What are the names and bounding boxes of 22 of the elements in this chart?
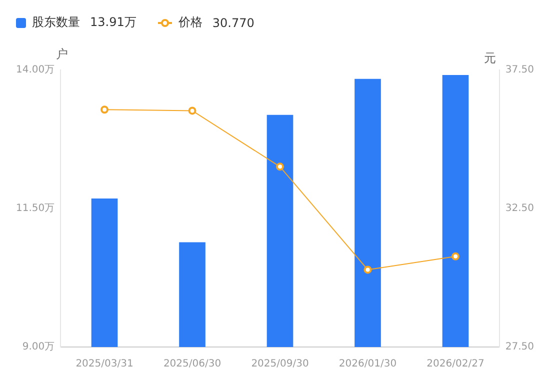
- x-tick-label: 2025/03/31: [76, 358, 134, 370]
- legend-label: 股东数量: [32, 14, 80, 31]
- x-tick-label: 2026/02/27: [426, 358, 484, 370]
- text: 13.91万: [90, 14, 136, 31]
- point: [188, 106, 196, 115]
- y2-tick-label: 27.50: [505, 342, 534, 353]
- point: [276, 162, 284, 171]
- y2-axis-title: 元: [484, 50, 496, 67]
- x-tick-label: 2025/06/30: [163, 358, 222, 370]
- point: [452, 252, 460, 260]
- x-tick-label: 2025/09/30: [251, 358, 309, 370]
- y-tick-label: 14.00万: [16, 64, 55, 76]
- legend-label: 价格: [178, 14, 202, 31]
- x-tick-label: 2026/01/30: [338, 358, 397, 370]
- y2-tick-label: 32.50: [505, 203, 534, 214]
- point: [100, 106, 109, 114]
- y2-tick-label: 37.50: [505, 64, 534, 76]
- point: [364, 266, 372, 274]
- y-tick-label: 9.00万: [22, 342, 55, 353]
- y-axis-title: 户: [56, 46, 68, 63]
- y-tick-label: 11.50万: [16, 203, 55, 214]
- text: 30.770: [212, 16, 254, 30]
